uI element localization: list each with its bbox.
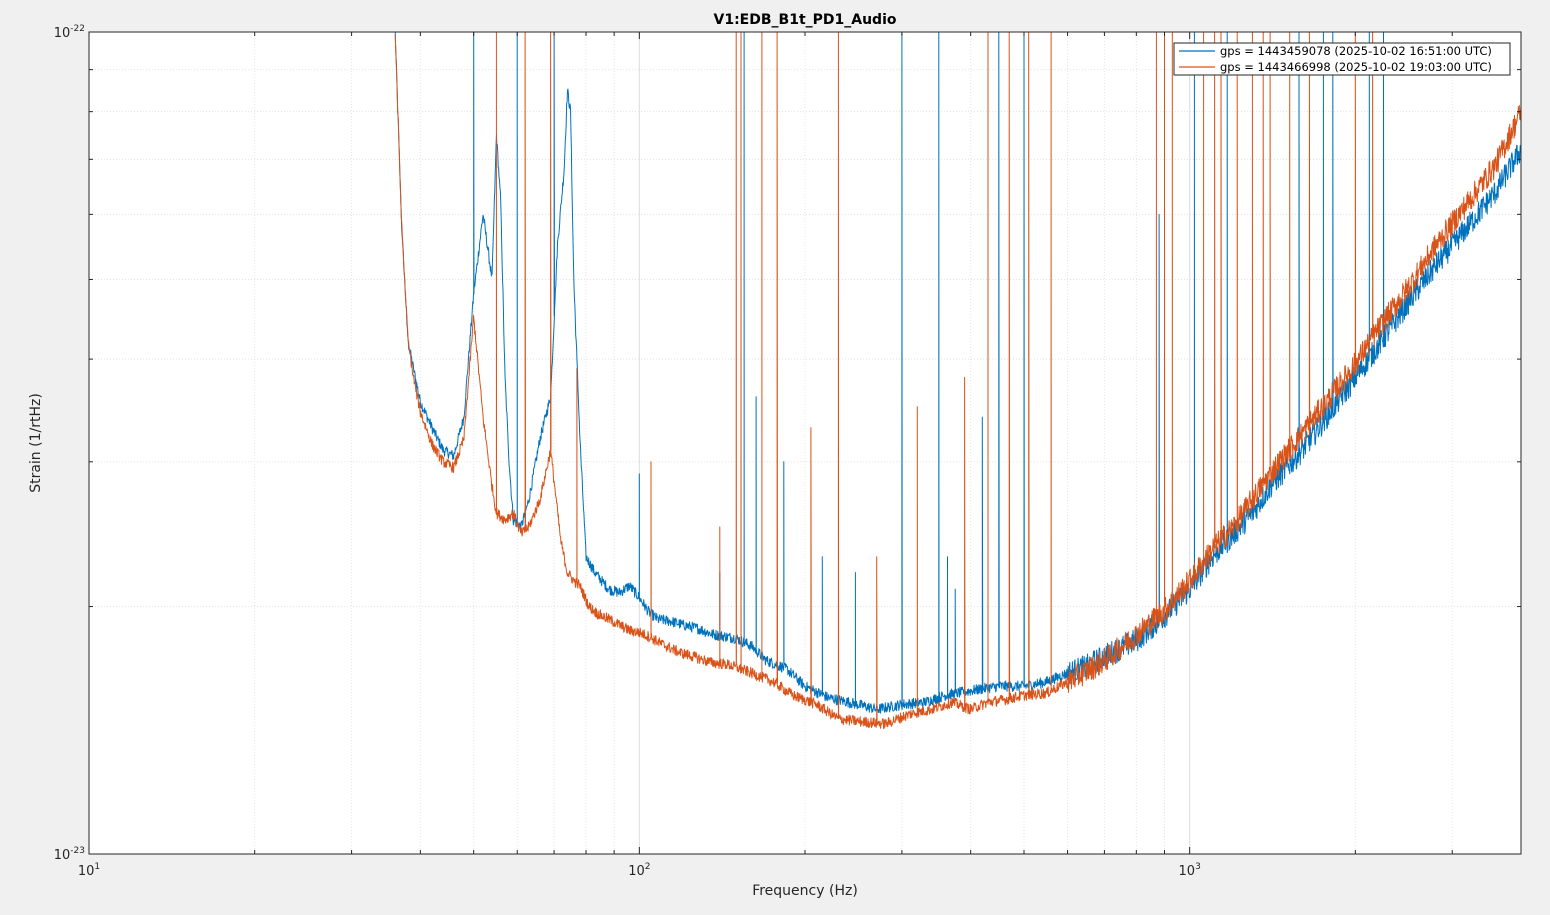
legend-entry-series-1: gps = 1443459078 (2025-10-02 16:51:00 UT…	[1220, 44, 1492, 58]
series-layer	[394, 32, 1521, 729]
series-line-2	[394, 32, 1521, 729]
x-axis-label: Frequency (Hz)	[752, 883, 858, 899]
x-tick-label: 103	[1179, 862, 1201, 879]
x-tick-label: 101	[78, 862, 100, 879]
legend-box	[1173, 42, 1511, 76]
legend[interactable]: gps = 1443459078 (2025-10-02 16:51:00 UT…	[1173, 42, 1511, 76]
tick-marks	[88, 31, 1522, 855]
x-tick-labels: 101 102 103	[78, 862, 1201, 879]
series-line-1	[394, 32, 1521, 714]
y-axis-label: Strain (1/rtHz)	[28, 393, 44, 493]
x-tick-label: 102	[628, 862, 650, 879]
y-tick-labels: 10-23 10-22	[54, 24, 85, 863]
y-tick-label: 10-23	[54, 846, 85, 863]
chart-title: V1:EDB_B1t_PD1_Audio	[714, 12, 897, 28]
y-tick-label: 10-22	[54, 24, 85, 41]
legend-entry-series-2: gps = 1443466998 (2025-10-02 19:03:00 UT…	[1220, 60, 1492, 74]
